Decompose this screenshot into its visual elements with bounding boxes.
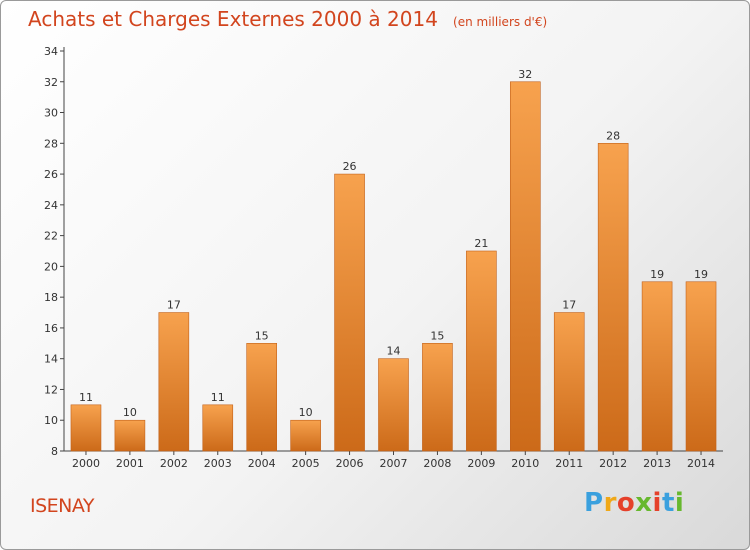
y-tick-label: 24: [44, 199, 58, 212]
y-tick-label: 10: [44, 414, 58, 427]
x-tick-label: 2010: [511, 457, 539, 470]
bar: [378, 358, 409, 452]
logo-letter: i: [674, 488, 685, 518]
logo-letter: i: [652, 488, 662, 518]
y-tick-label: 30: [44, 107, 58, 120]
bar-value-label: 10: [299, 406, 313, 419]
bar-value-label: 14: [387, 345, 401, 358]
y-tick-label: 12: [44, 383, 58, 396]
y-tick-label: 22: [44, 230, 58, 243]
logo-letter: t: [661, 488, 675, 518]
chart-unit: (en milliers d'€): [453, 15, 548, 29]
bar: [597, 143, 629, 452]
bar: [114, 419, 146, 452]
y-tick-label: 34: [44, 45, 58, 58]
y-tick-label: 20: [44, 260, 58, 273]
y-tick-label: 16: [44, 322, 58, 335]
chart-title: Achats et Charges Externes 2000 à 2014: [28, 7, 438, 31]
bar: [202, 404, 234, 452]
bar: [158, 312, 190, 452]
x-tick-label: 2012: [599, 457, 627, 470]
bar-value-label: 26: [343, 160, 357, 173]
x-tick-label: 2007: [380, 457, 408, 470]
bar: [246, 343, 277, 452]
y-tick-label: 18: [44, 291, 58, 304]
chart-data-labels: 11 10 17 11 15 10 26 14 15 21 32 17 28 19 19: [79, 68, 708, 419]
bar: [70, 404, 102, 452]
bar-value-label: 19: [694, 268, 708, 281]
bar-value-label: 32: [518, 68, 532, 81]
bar: [509, 81, 541, 452]
x-tick-label: 2009: [467, 457, 495, 470]
bar-value-label: 10: [123, 406, 137, 419]
bar-value-label: 15: [255, 329, 269, 342]
bar: [334, 173, 365, 452]
x-tick-label: 2008: [423, 457, 451, 470]
bar-value-label: 21: [474, 237, 488, 250]
chart-header: Achats et Charges Externes 2000 à 2014 (…: [28, 7, 547, 31]
bar-value-label: 15: [430, 329, 444, 342]
proxiti-logo: Proxiti: [584, 488, 684, 518]
bar-value-label: 19: [650, 268, 664, 281]
chart-axes: 8 10 12 14 16 18 20 22 24 26 28 30 32 34 2000 2001 2002 2…: [44, 45, 723, 470]
logo-letter: x: [635, 488, 653, 518]
x-tick-label: 2000: [72, 457, 100, 470]
bar: [466, 250, 497, 452]
bar: [641, 281, 673, 452]
bar: [422, 343, 453, 452]
bar-value-label: 28: [606, 129, 620, 142]
y-tick-label: 32: [44, 76, 58, 89]
logo-letter: P: [584, 488, 604, 518]
bar: [290, 419, 321, 452]
x-tick-label: 2005: [292, 457, 320, 470]
bar: [685, 281, 717, 452]
x-tick-label: 2011: [555, 457, 583, 470]
y-tick-label: 26: [44, 168, 58, 181]
y-tick-label: 28: [44, 137, 58, 150]
x-tick-label: 2006: [336, 457, 364, 470]
bar: [553, 312, 585, 452]
x-tick-label: 2003: [204, 457, 232, 470]
chart-bars: [70, 81, 717, 452]
x-tick-label: 2014: [687, 457, 715, 470]
bar-value-label: 11: [79, 391, 93, 404]
bar-value-label: 11: [211, 391, 225, 404]
commune-name: ISENAY: [30, 495, 95, 517]
y-tick-label: 14: [44, 353, 58, 366]
y-tick-label: 8: [51, 445, 58, 458]
logo-letter: o: [616, 488, 636, 518]
x-tick-label: 2013: [643, 457, 671, 470]
x-tick-label: 2002: [160, 457, 188, 470]
logo-letter: r: [603, 488, 617, 518]
x-tick-label: 2001: [116, 457, 144, 470]
bar-value-label: 17: [167, 299, 181, 312]
bar-value-label: 17: [562, 299, 576, 312]
x-tick-label: 2004: [248, 457, 276, 470]
